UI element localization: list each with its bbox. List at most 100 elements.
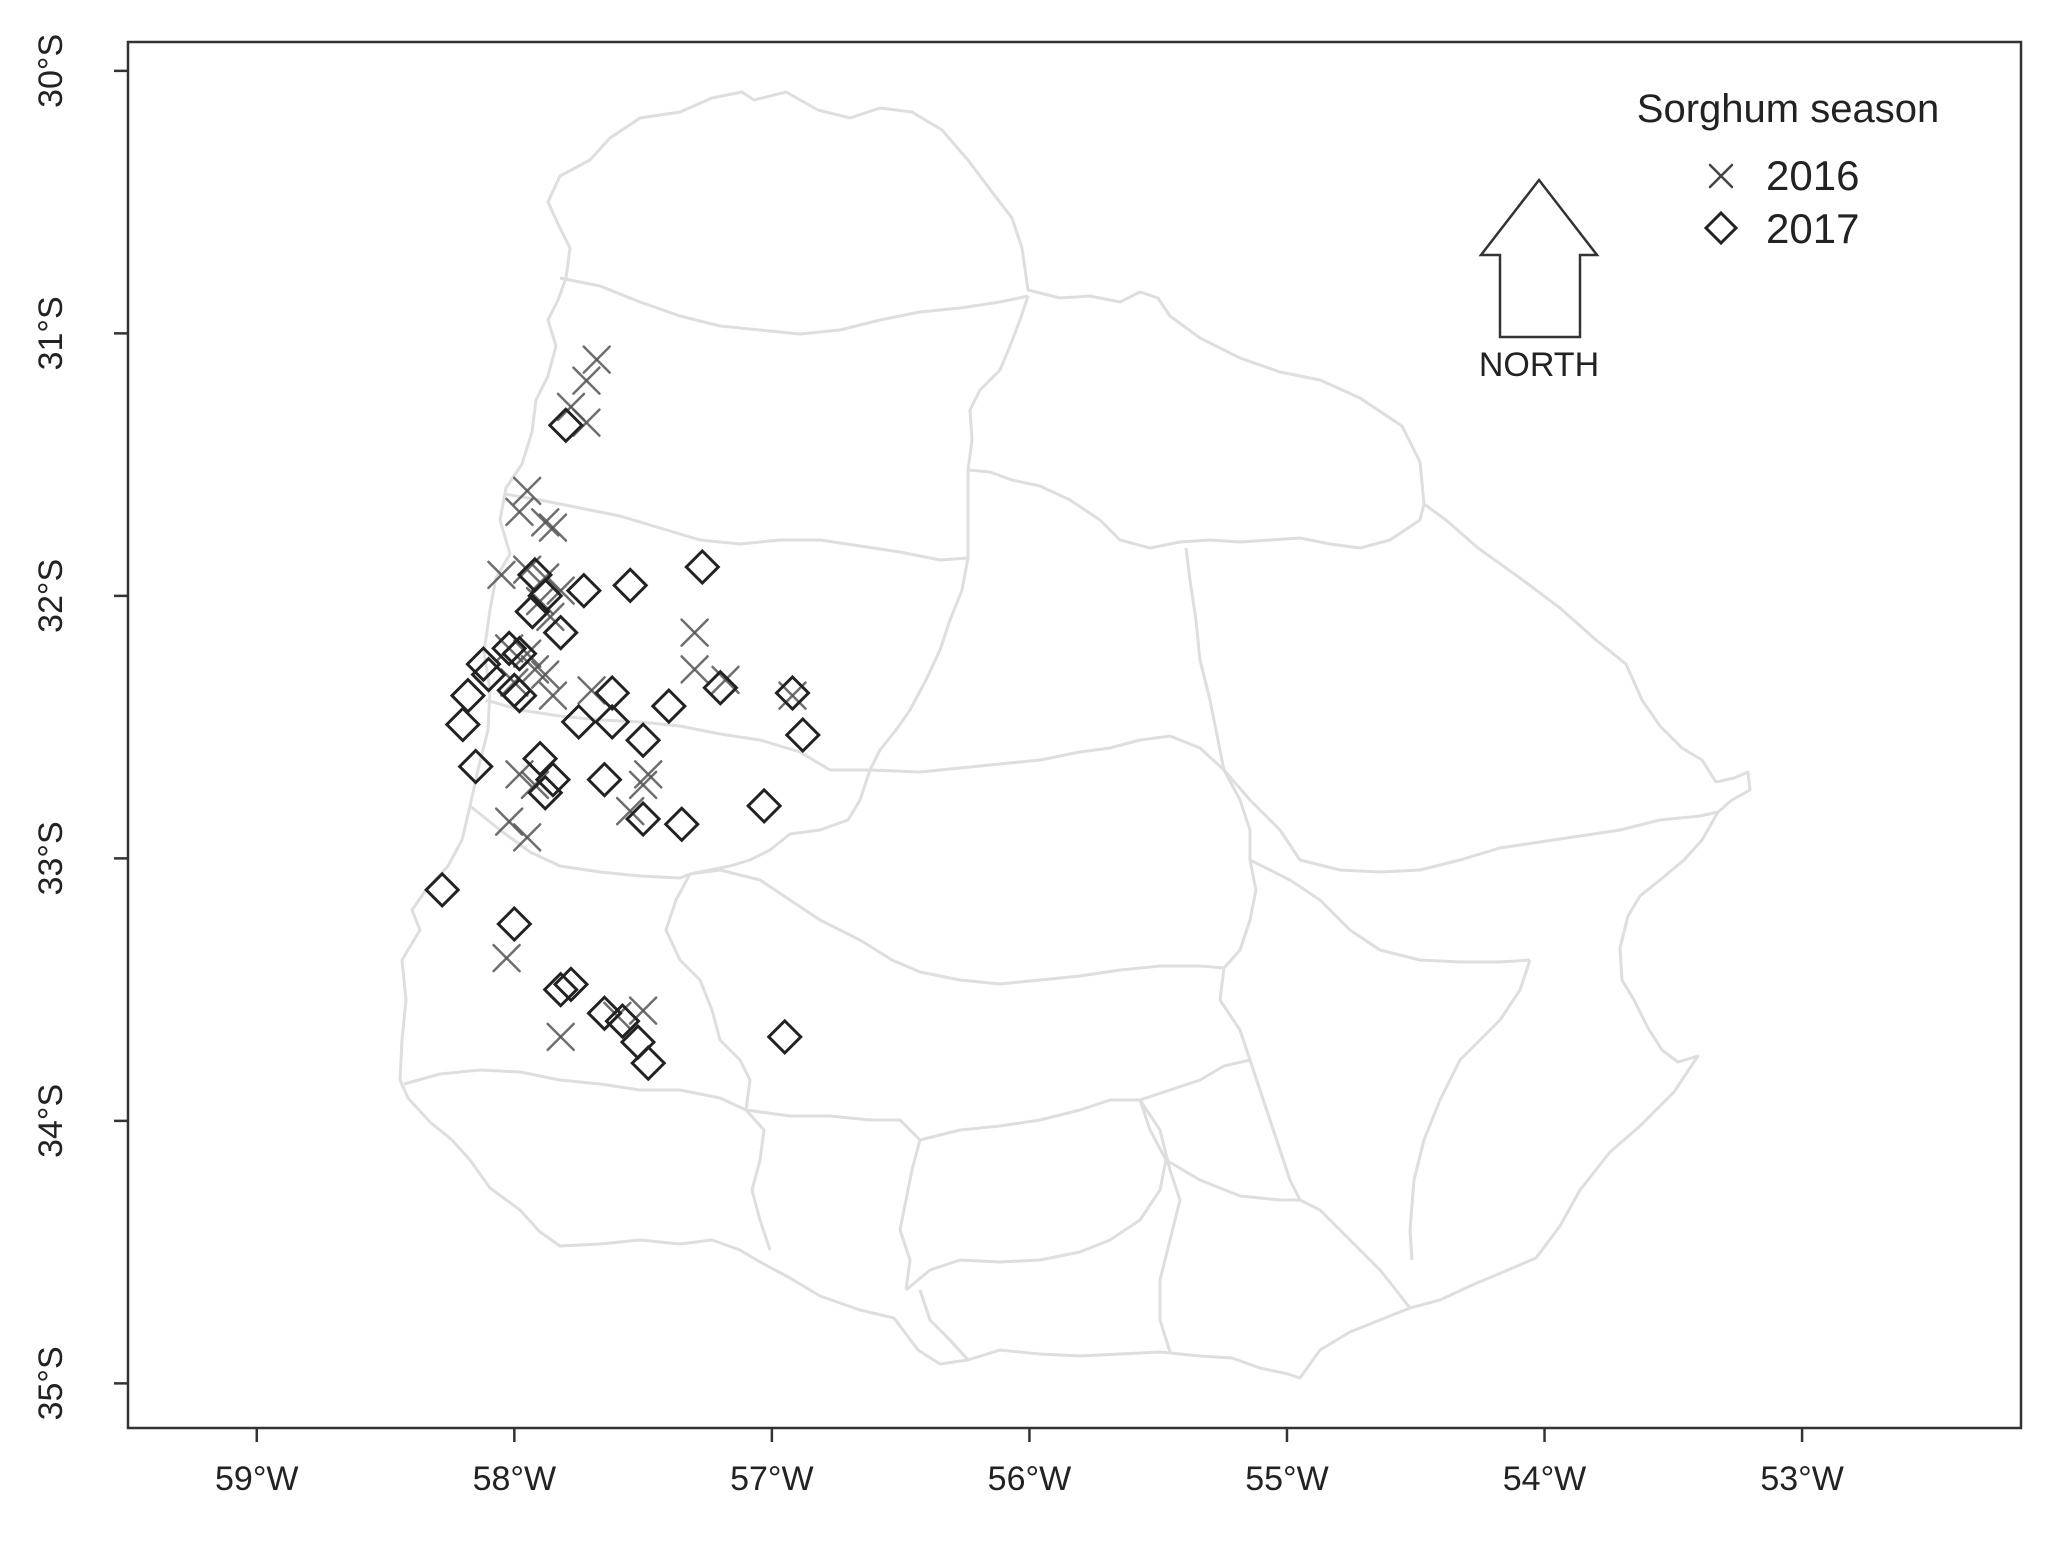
point-2017 <box>594 703 631 740</box>
point-2017 <box>534 761 572 798</box>
point-2016 <box>505 497 534 527</box>
cross-icon <box>1708 163 1734 189</box>
point-2017 <box>594 674 631 712</box>
x-tick-label: 57°W <box>730 1460 814 1498</box>
x-tick-label: 59°W <box>215 1460 299 1498</box>
point-2017 <box>444 706 481 743</box>
point-2016 <box>512 476 542 506</box>
boundary-cerrolargo-treintaytres <box>1222 769 1719 874</box>
point-2017 <box>542 614 579 651</box>
legend: Sorghum season 2016 2017 <box>1637 87 1939 252</box>
point-2017 <box>527 774 564 811</box>
point-2017 <box>514 593 551 630</box>
point-2016 <box>494 807 524 836</box>
country-outline <box>398 90 1752 1380</box>
point-2016 <box>530 660 560 689</box>
legend-item-2016: 2016 <box>1708 152 1859 199</box>
boundary-florida-lavalleja <box>1218 967 1302 1201</box>
point-2017 <box>501 635 538 672</box>
boundary-soriano-flores <box>664 873 752 1111</box>
point-2017 <box>784 716 821 754</box>
point-2016 <box>520 770 550 800</box>
point-2017 <box>624 722 662 759</box>
y-tick-label: 34°S <box>32 1084 70 1158</box>
point-2017 <box>586 995 623 1032</box>
boundary-durazno-flores <box>689 868 1225 986</box>
point-2017 <box>501 677 538 714</box>
point-2016 <box>538 681 568 710</box>
point-2016 <box>505 760 534 789</box>
point-2017 <box>624 800 662 838</box>
point-2017 <box>457 748 494 785</box>
point-2017 <box>560 703 597 740</box>
point-2016 <box>530 508 560 537</box>
y-tick-label: 32°S <box>32 559 70 633</box>
legend-label-2016: 2016 <box>1766 152 1859 199</box>
plot-frame <box>126 40 2023 1430</box>
north-arrow: NORTH <box>1478 177 1600 384</box>
point-2016 <box>546 1022 575 1052</box>
boundary-artigas-rivera <box>966 295 1030 471</box>
north-label: NORTH <box>1479 346 1599 384</box>
x-tick-label: 58°W <box>473 1460 557 1498</box>
boundary-maldonado-lavalleja <box>1165 1158 1300 1202</box>
points-layer <box>424 345 821 1082</box>
point-2017 <box>630 1045 667 1082</box>
point-2016 <box>572 366 601 395</box>
north-arrow-icon <box>1478 177 1600 339</box>
legend-title: Sorghum season <box>1637 87 1939 131</box>
y-tick-label: 30°S <box>32 34 70 108</box>
point-2017 <box>663 806 700 843</box>
boundary-florida-canelones <box>919 1058 1251 1142</box>
point-2017 <box>746 787 783 824</box>
point-2017 <box>650 688 687 725</box>
point-2016 <box>680 655 709 684</box>
boundary-salto-paysandu <box>503 470 970 562</box>
department-boundaries <box>398 90 1752 1380</box>
y-tick-label: 31°S <box>32 296 70 370</box>
boundary-sanjose-florida <box>745 1108 922 1291</box>
point-2017 <box>424 871 461 908</box>
point-2017 <box>586 761 623 798</box>
point-2017 <box>465 646 502 683</box>
y-tick-label: 33°S <box>32 821 70 895</box>
point-2016 <box>487 560 516 590</box>
legend-item-2017: 2017 <box>1703 205 1859 252</box>
point-2016 <box>634 760 663 789</box>
x-tick-label: 55°W <box>1245 1460 1329 1498</box>
point-2016 <box>538 513 568 542</box>
boundary-rionegro-soriano <box>469 804 691 880</box>
point-2016 <box>512 639 542 668</box>
point-2017 <box>766 1018 803 1056</box>
y-axis: 30°S 31°S 32°S 33°S 34°S 35°S <box>32 34 128 1420</box>
point-2016 <box>492 943 521 973</box>
point-2017 <box>702 669 739 706</box>
x-axis: 59°W 58°W 57°W 56°W 55°W 54°W 53°W <box>215 1428 1844 1498</box>
point-2017 <box>612 567 649 604</box>
boundary-paysandu-tacuarembo <box>868 557 970 771</box>
boundary-rionegro-durazno <box>689 769 872 876</box>
point-2016 <box>680 618 709 647</box>
boundary-montevideo <box>918 1289 970 1362</box>
diamond-icon <box>1703 210 1739 246</box>
point-2016 <box>582 345 611 374</box>
point-2017 <box>552 966 590 1003</box>
point-2017 <box>470 656 507 693</box>
point-2016 <box>546 576 575 605</box>
boundary-paysandu-rionegro <box>485 698 870 772</box>
legend-label-2017: 2017 <box>1766 205 1859 252</box>
point-2017 <box>542 971 579 1008</box>
point-2017 <box>527 577 564 614</box>
boundary-tacuarembo-durazno <box>869 734 1226 774</box>
point-2017 <box>547 407 584 444</box>
boundary-lavalleja-treintaytres <box>1249 858 1531 964</box>
boundary-rocha-maldonado <box>1299 1198 1412 1309</box>
point-2017 <box>491 630 528 667</box>
x-tick-label: 56°W <box>988 1460 1072 1498</box>
x-tick-label: 54°W <box>1503 1460 1587 1498</box>
boundary-canelones <box>905 1099 1168 1292</box>
point-2016 <box>530 563 560 592</box>
boundary-colonia-sanjose <box>403 1068 772 1251</box>
